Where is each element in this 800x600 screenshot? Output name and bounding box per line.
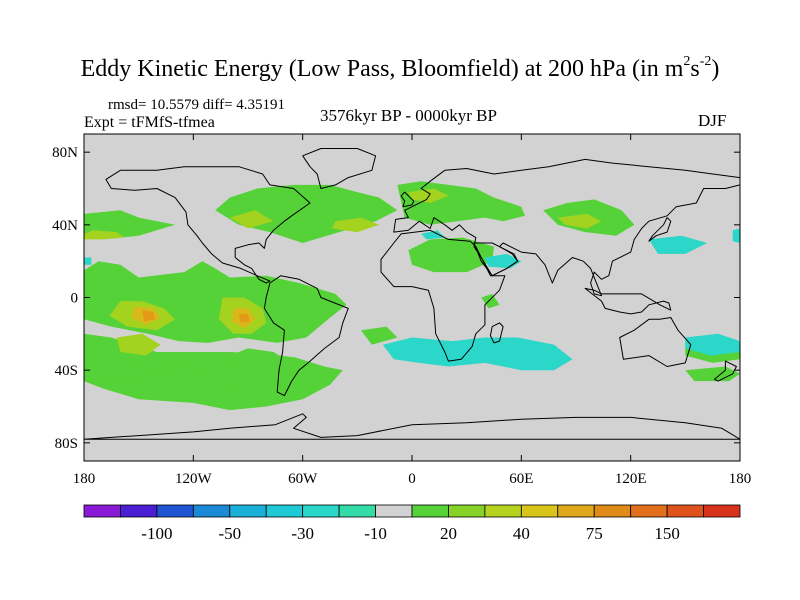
lat-tick-label-3: 40S — [55, 363, 78, 379]
colorbar-box-4 — [229, 504, 267, 518]
colorbar-label-0: -100 — [141, 524, 172, 543]
colorbar-box-7 — [338, 504, 376, 518]
anomaly-region-32 — [421, 230, 445, 240]
anomaly-region-12 — [481, 293, 500, 309]
coastline-indonesia — [584, 287, 672, 315]
colorbar-label-2: -30 — [291, 524, 314, 543]
coastline-new-zealand — [714, 360, 737, 382]
colorbar-box-5 — [265, 504, 304, 518]
anomaly-region-6 — [408, 237, 494, 273]
coastline-layer — [84, 148, 740, 440]
anomaly-region-28 — [732, 228, 740, 243]
plot-title: Eddy Kinetic Energy (Low Pass, Bloomfiel… — [0, 54, 800, 83]
coastline-japan — [648, 217, 672, 242]
lat-tick-label-4: 80S — [55, 436, 78, 452]
colorbar-label-3: -10 — [364, 524, 387, 543]
colorbar-box-16 — [666, 504, 704, 518]
lon-tick-label-0: 180 — [73, 471, 96, 487]
colorbar-label-7: 150 — [654, 524, 680, 543]
colorbar-box-2 — [156, 504, 194, 518]
coastline-africa — [380, 229, 506, 362]
title-sup-2: -2 — [699, 54, 712, 69]
anomaly-region-13 — [361, 326, 398, 345]
anomaly-region-17 — [116, 333, 161, 356]
coastline-south-america — [263, 275, 349, 397]
season-label: DJF — [698, 111, 727, 130]
lon-tick-label-5: 120E — [615, 471, 647, 487]
colorbar-box-8 — [375, 504, 413, 518]
colorbar: -100 -50 -30 -10 20 40 75 150 — [83, 504, 741, 543]
lat-tick-label-2: 0 — [71, 291, 79, 307]
anomaly-region-19 — [229, 210, 274, 229]
colorbar-box-0 — [83, 504, 121, 518]
colorbar-label-6: 75 — [586, 524, 603, 543]
anomaly-layer — [84, 181, 740, 411]
colorbar-label-4: 20 — [440, 524, 457, 543]
anomaly-region-14 — [84, 230, 125, 240]
anomaly-region-3 — [215, 184, 398, 243]
lon-tick-label-2: 60W — [288, 471, 318, 487]
anomaly-region-25 — [238, 313, 250, 323]
lat-tick-label-1: 40N — [52, 218, 78, 234]
lon-tick-label-3: 0 — [408, 471, 416, 487]
title-sup-1: 2 — [683, 54, 691, 69]
coastline-madagascar — [489, 322, 504, 344]
anomaly-region-7 — [218, 348, 303, 403]
colorbar-label-1: -50 — [218, 524, 241, 543]
title-end: ) — [711, 56, 720, 82]
anomaly-region-30 — [685, 333, 740, 356]
colorbar-box-12 — [520, 504, 559, 518]
coastline-greenland — [302, 148, 377, 189]
anomaly-region-18 — [331, 217, 380, 233]
colorbar-box-15 — [630, 504, 668, 518]
lon-tick-label-1: 120W — [175, 471, 213, 487]
colorbar-box-13 — [557, 504, 595, 518]
coastline-antarctica — [84, 413, 740, 440]
anomaly-region-9 — [156, 362, 203, 378]
coastline-uk — [400, 191, 415, 208]
colorbar-box-6 — [302, 504, 340, 518]
colorbar-box-9 — [411, 504, 449, 518]
title-main: Eddy Kinetic Energy (Low Pass, Bloomfiel… — [80, 56, 684, 82]
anomaly-region-31 — [84, 257, 92, 265]
anomaly-region-21 — [557, 213, 602, 229]
anomaly-region-8 — [102, 366, 157, 382]
colorbar-box-11 — [484, 504, 522, 518]
coastline-australia — [619, 317, 692, 367]
axis-layer: 180 120W 60W 0 60E 120E 180 80N 40N 0 40S 80S — [52, 134, 751, 487]
coastline-arabia — [473, 242, 519, 277]
coastline-north-america — [105, 166, 311, 284]
stats-text: rmsd= 10.5579 diff= 4.35191 — [108, 97, 286, 113]
title-mid: s — [690, 56, 700, 82]
anomaly-region-26 — [382, 337, 573, 371]
experiment-label: Expt = tFMfS-tfmea — [84, 114, 215, 131]
colorbar-box-1 — [120, 504, 158, 518]
colorbar-box-17 — [703, 504, 741, 518]
anomaly-region-27 — [648, 235, 708, 254]
anomaly-region-24 — [142, 310, 156, 322]
period-label: 3576kyr BP - 0000kyr BP — [320, 106, 497, 125]
lat-tick-label-0: 80N — [52, 145, 78, 161]
lon-tick-label-6: 180 — [729, 471, 752, 487]
colorbar-box-3 — [192, 504, 231, 518]
colorbar-box-10 — [448, 504, 486, 518]
lon-tick-label-4: 60E — [509, 471, 533, 487]
colorbar-label-5: 40 — [513, 524, 530, 543]
colorbar-box-14 — [593, 504, 632, 518]
